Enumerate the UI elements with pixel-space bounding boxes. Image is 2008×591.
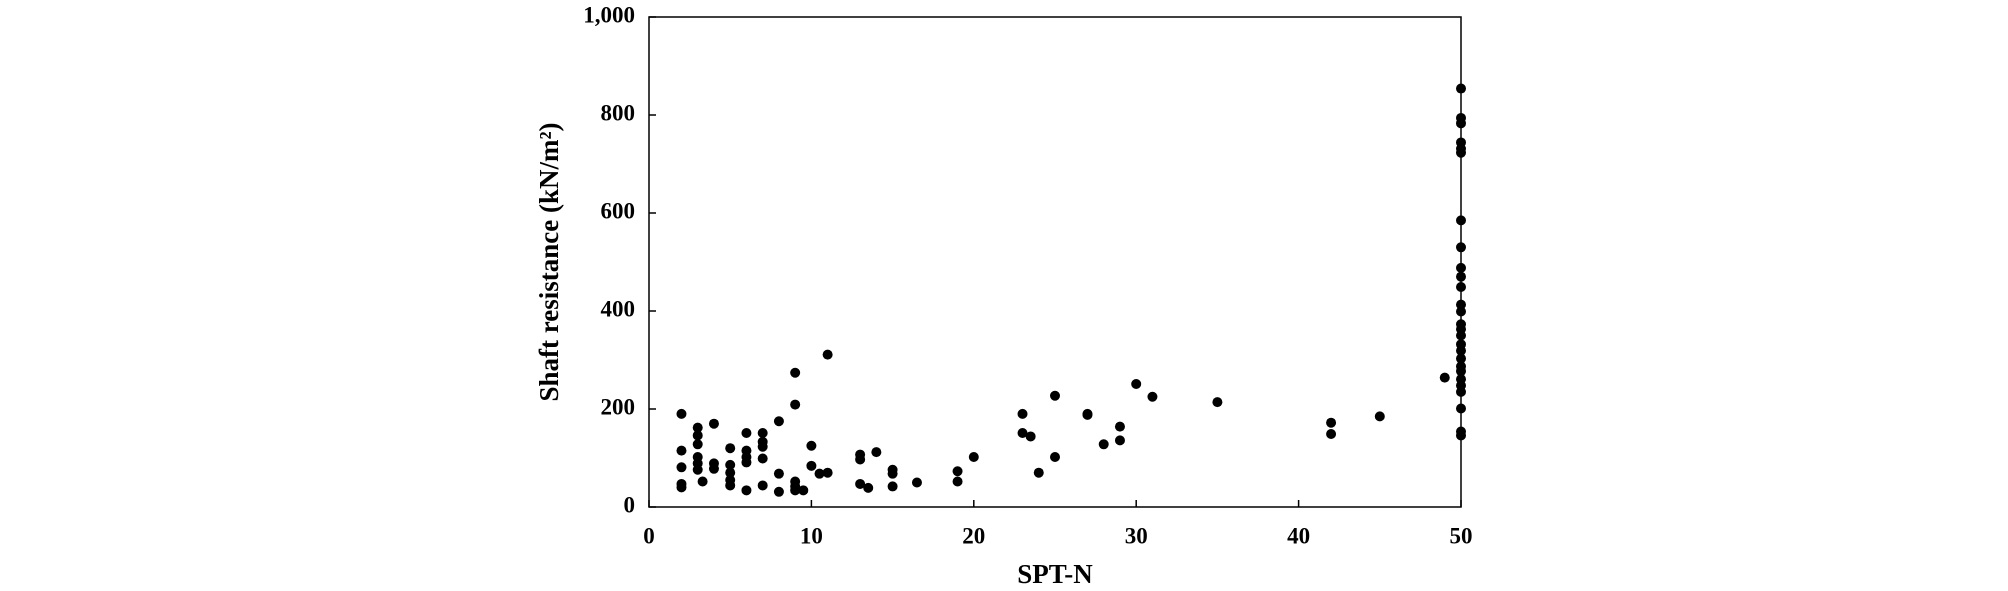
point — [773, 416, 784, 427]
x-tick-label: 40 — [1287, 523, 1310, 548]
point — [863, 482, 874, 493]
point — [725, 459, 736, 470]
point — [741, 485, 752, 496]
point — [1050, 452, 1060, 463]
point — [822, 467, 833, 478]
point — [741, 428, 752, 439]
point — [1326, 428, 1337, 439]
point — [1131, 379, 1142, 390]
point — [1033, 467, 1044, 478]
point — [1326, 417, 1337, 428]
point — [725, 443, 736, 454]
y-tick-label: 1,000 — [583, 2, 635, 27]
point — [676, 408, 687, 419]
point — [692, 439, 703, 450]
point — [1212, 397, 1223, 408]
point — [1082, 409, 1093, 420]
point — [708, 463, 719, 474]
point — [1114, 435, 1125, 446]
point — [676, 445, 687, 456]
x-axis-label: SPT-N — [1017, 559, 1093, 589]
x-tick-label: 50 — [1450, 523, 1473, 548]
point — [952, 476, 963, 487]
point — [1456, 306, 1466, 317]
point — [1050, 390, 1060, 401]
point — [887, 481, 898, 492]
point — [1456, 262, 1466, 273]
point — [757, 480, 768, 491]
point — [1456, 271, 1466, 282]
point — [1114, 421, 1125, 432]
point — [1456, 83, 1466, 94]
point — [952, 466, 963, 477]
y-tick-label: 600 — [601, 198, 636, 223]
point — [757, 453, 768, 464]
point — [757, 441, 768, 452]
point — [1456, 330, 1466, 341]
point — [676, 482, 687, 493]
point — [757, 428, 768, 439]
point — [806, 460, 817, 471]
point — [798, 485, 809, 496]
x-tick-label: 30 — [1125, 523, 1148, 548]
point — [692, 422, 703, 433]
point — [692, 430, 703, 441]
point — [814, 468, 825, 479]
point — [1456, 386, 1466, 397]
point — [773, 468, 784, 479]
point — [1147, 391, 1158, 402]
y-tick-label: 400 — [601, 296, 636, 321]
point — [790, 399, 801, 410]
point — [1456, 345, 1466, 356]
point — [697, 476, 708, 487]
point — [790, 367, 801, 378]
y-axis-label: Shaft resistance (kN/m²) — [534, 122, 564, 401]
point — [725, 467, 736, 478]
y-tick-label: 800 — [601, 100, 636, 125]
point — [1456, 299, 1466, 310]
point — [1456, 147, 1466, 158]
point — [1456, 215, 1466, 226]
point — [911, 477, 922, 488]
point — [806, 440, 817, 451]
point — [1017, 408, 1028, 419]
point — [1456, 366, 1466, 377]
point — [968, 452, 979, 463]
point — [708, 418, 719, 429]
point — [1456, 118, 1466, 129]
point — [1374, 411, 1385, 422]
point — [725, 480, 736, 491]
point — [1456, 430, 1466, 441]
point — [741, 457, 752, 468]
x-tick-label: 0 — [643, 523, 655, 548]
point — [1439, 372, 1450, 383]
point — [1456, 403, 1466, 414]
point — [822, 349, 833, 360]
point — [1456, 281, 1466, 292]
y-tick-label: 200 — [601, 394, 636, 419]
point — [1456, 353, 1466, 364]
y-tick-label: 0 — [624, 492, 636, 517]
point — [1017, 428, 1028, 439]
point — [887, 468, 898, 479]
point — [871, 447, 882, 458]
point — [692, 464, 703, 475]
point — [676, 462, 687, 473]
x-tick-label: 10 — [800, 523, 823, 548]
point — [790, 485, 801, 496]
point — [1098, 439, 1109, 450]
point — [855, 478, 866, 489]
plot-frame — [648, 16, 1462, 508]
point — [1456, 242, 1466, 253]
point — [1025, 431, 1036, 442]
x-tick-label: 20 — [962, 523, 985, 548]
point — [773, 486, 784, 497]
point — [855, 454, 866, 465]
